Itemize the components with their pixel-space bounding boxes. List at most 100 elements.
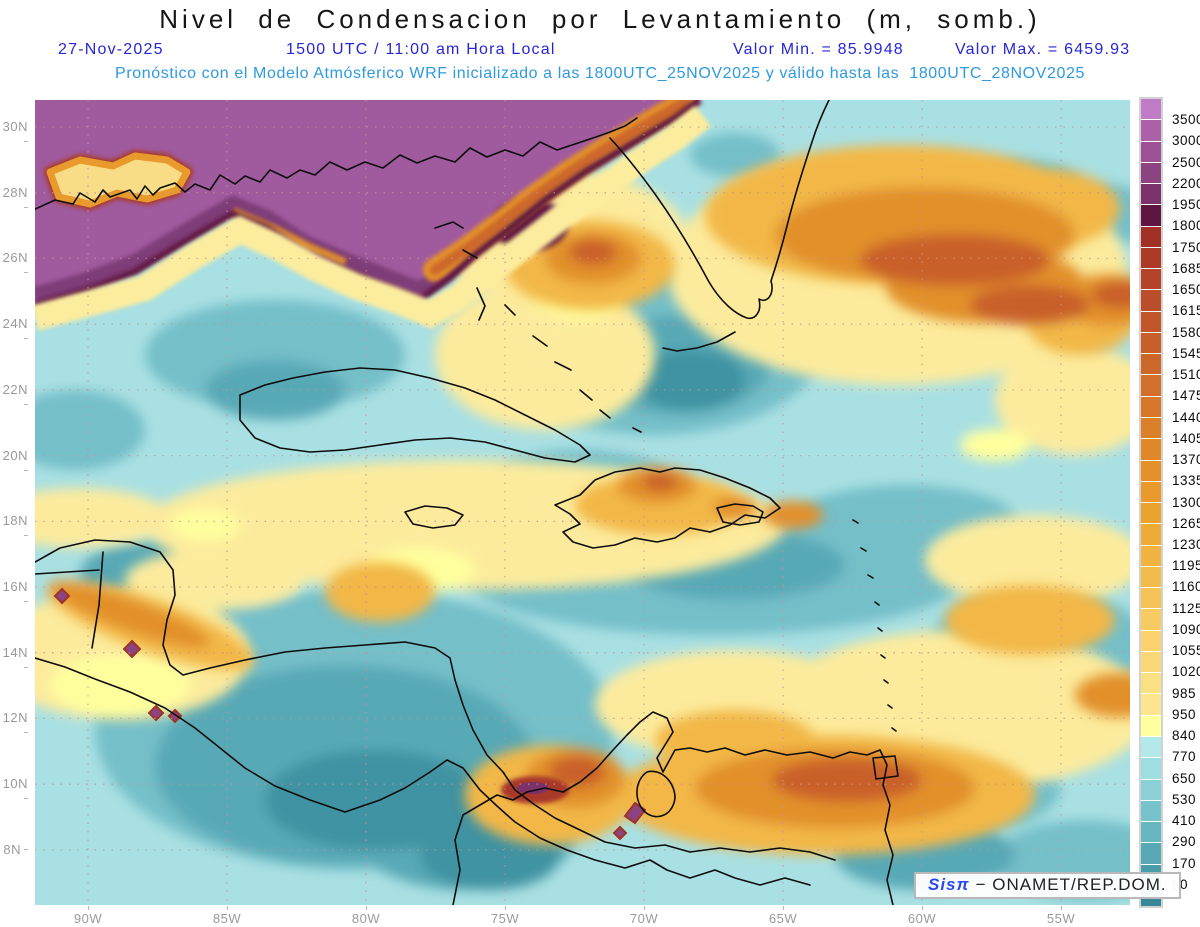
colorbar-segments [1141, 99, 1161, 907]
lon-label-70W: 70W [622, 906, 666, 926]
colorbar-label-1510: 1510 [1172, 367, 1200, 383]
lat-label-26N: 26N [0, 250, 28, 280]
colorbar-segment-15 [1141, 417, 1161, 439]
colorbar-label-410: 410 [1172, 813, 1197, 829]
colorbar-segment-14 [1141, 396, 1161, 417]
colorbar-label-1020: 1020 [1172, 664, 1200, 680]
lat-label-24N: 24N [0, 316, 28, 346]
central-america-caribbean-coast [35, 539, 836, 861]
colorbar-segment-10 [1141, 311, 1161, 332]
sispi-logo: Sisπ [928, 875, 970, 894]
colorbar-label-1055: 1055 [1172, 643, 1200, 659]
colorbar-label-1300: 1300 [1172, 494, 1200, 510]
orange-shading-blobs [46, 145, 1130, 855]
colorbar-segment-32 [1141, 779, 1161, 800]
colorbar-label-1370: 1370 [1172, 452, 1200, 468]
lake-maracaibo [636, 770, 676, 818]
colorbar-label-1800: 1800 [1172, 218, 1200, 234]
lon-label-80W: 80W [344, 906, 388, 926]
colorbar-segment-0 [1141, 99, 1161, 120]
colorbar-segment-9 [1141, 290, 1161, 311]
colorbar-segment-33 [1141, 800, 1161, 822]
colorbar-segment-30 [1141, 736, 1161, 758]
lat-label-20N: 20N [0, 448, 28, 478]
colorbar-segment-27 [1141, 673, 1161, 694]
lon-label-90W: 90W [66, 906, 110, 926]
colorbar-label-290: 290 [1172, 834, 1197, 850]
colorbar-segment-34 [1141, 822, 1161, 843]
colorbar-segment-21 [1141, 545, 1161, 566]
colorbar-segment-3 [1141, 162, 1161, 184]
colorbar-segment-17 [1141, 460, 1161, 481]
colorbar-segment-19 [1141, 503, 1161, 524]
colorbar-label-1580: 1580 [1172, 324, 1200, 340]
us-gulf-coast [35, 117, 638, 210]
lesser-antilles-arc [852, 519, 897, 732]
colorbar-segment-8 [1141, 269, 1161, 290]
colorbar-label-1090: 1090 [1172, 621, 1200, 637]
lat-label-14N: 14N [0, 645, 28, 675]
colorbar-segment-25 [1141, 630, 1161, 651]
colorbar-segment-11 [1141, 332, 1161, 354]
forecast-valid-time: 1500 UTC / 11:00 am Hora Local [286, 41, 556, 58]
colorbar-label-1405: 1405 [1172, 430, 1200, 446]
cuba-outline [239, 367, 591, 463]
puerto-rico-outline [716, 503, 764, 526]
hispaniola-outline [554, 467, 781, 549]
colorbar-segment-31 [1141, 758, 1161, 779]
colorbar-label-950: 950 [1172, 706, 1197, 722]
lat-label-10N: 10N [0, 776, 28, 806]
colorbar-label-1750: 1750 [1172, 239, 1200, 255]
lat-label-30N: 30N [0, 119, 28, 149]
lat-label-8N: 8N [0, 842, 28, 857]
lcl-shaded-map [35, 100, 1130, 905]
colorbar-segment-2 [1141, 141, 1161, 162]
colorbar-label-1650: 1650 [1172, 282, 1200, 298]
coastlines [35, 100, 899, 905]
attribution-box: Sisπ − ONAMET/REP.DOM. [914, 872, 1181, 899]
colorbar-segment-7 [1141, 247, 1161, 269]
lat-label-22N: 22N [0, 382, 28, 412]
colorbar-label-1335: 1335 [1172, 473, 1200, 489]
lon-label-65W: 65W [761, 906, 805, 926]
colorbar-segment-5 [1141, 205, 1161, 226]
colorbar-label-1265: 1265 [1172, 515, 1200, 531]
jamaica-outline [404, 505, 464, 529]
colorbar-label-1195: 1195 [1172, 558, 1200, 574]
colorbar-segment-20 [1141, 524, 1161, 545]
central-america-pacific-coast [35, 657, 811, 886]
lat-label-12N: 12N [0, 710, 28, 740]
forecast-map [35, 100, 1130, 905]
colorbar [1139, 97, 1163, 908]
colorbar-segment-4 [1141, 184, 1161, 205]
purple-region-gulf [35, 100, 712, 331]
colorbar-segment-1 [1141, 120, 1161, 141]
value-min-label: Valor Min. = 85.9948 [733, 41, 904, 58]
lon-label-85W: 85W [205, 906, 249, 926]
colorbar-label-3000: 3000 [1172, 133, 1200, 149]
model-init-line: Pronóstico con el Modelo Atmósferico WRF… [115, 65, 1085, 82]
page-title: Nivel de Condensacion por Levantamiento … [159, 4, 1041, 34]
colorbar-label-2500: 2500 [1172, 154, 1200, 170]
attribution-text: − ONAMET/REP.DOM. [975, 875, 1167, 894]
trinidad-outline [872, 755, 899, 780]
colorbar-segment-18 [1141, 481, 1161, 503]
colorbar-label-650: 650 [1172, 770, 1197, 786]
lon-label-75W: 75W [483, 906, 527, 926]
lat-label-16N: 16N [0, 579, 28, 609]
lat-label-18N: 18N [0, 513, 28, 543]
colorbar-label-1685: 1685 [1172, 260, 1200, 276]
florida-keys [662, 331, 736, 352]
colorbar-label-1615: 1615 [1172, 303, 1200, 319]
colorbar-segment-13 [1141, 375, 1161, 396]
lon-label-60W: 60W [900, 906, 944, 926]
colorbar-label-1230: 1230 [1172, 536, 1200, 552]
colorbar-segment-29 [1141, 715, 1161, 736]
bahamas-islands [434, 221, 642, 433]
colorbar-segment-6 [1141, 226, 1161, 247]
colorbar-segment-35 [1141, 843, 1161, 864]
south-america-coast [452, 711, 894, 905]
colorbar-label-1475: 1475 [1172, 388, 1200, 404]
colorbar-segment-12 [1141, 354, 1161, 375]
